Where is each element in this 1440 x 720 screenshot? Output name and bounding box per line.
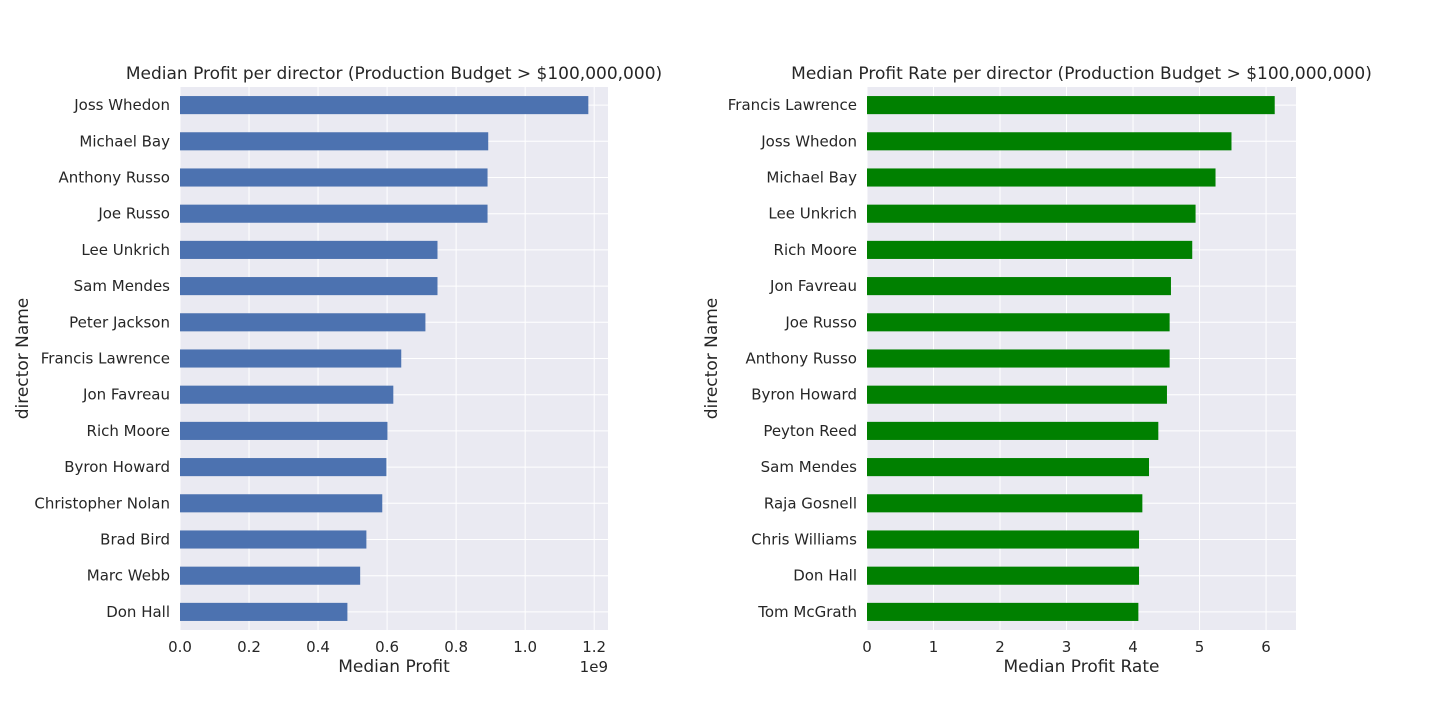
profit-y-tick-label: Brad Bird xyxy=(100,531,170,549)
profit-x-offset-label: 1e9 xyxy=(580,658,608,676)
profit-y-tick-label: Christopher Nolan xyxy=(34,494,170,512)
profit-bar xyxy=(180,385,394,404)
profit-rate-y-tick-label: Don Hall xyxy=(793,567,857,585)
profit-rate-bar xyxy=(867,494,1143,513)
profit-bar xyxy=(180,602,348,621)
profit-y-tick-labels: Don Hall Marc Webb Brad Bird Christopher No… xyxy=(34,96,170,621)
profit-bar xyxy=(180,96,589,115)
profit-bar xyxy=(180,530,367,549)
profit-rate-y-tick-label: Raja Gosnell xyxy=(764,494,857,512)
profit-y-tick-label: Peter Jackson xyxy=(69,313,170,331)
profit-y-tick-label: Joe Russo xyxy=(97,205,170,223)
profit-rate-x-tick-label: 0 xyxy=(862,638,872,656)
profit-rate-y-tick-label: Joss Whedon xyxy=(760,132,857,150)
profit-rate-y-tick-labels: Tom McGrath Don Hall Chris Williams Raja Go… xyxy=(728,96,857,621)
profit-rate-bar xyxy=(867,313,1170,332)
profit-rate-x-tick-labels: 0 1 2 3 4 5 6 xyxy=(862,638,1271,656)
profit-rate-x-tick-label: 1 xyxy=(929,638,939,656)
profit-rate-bar xyxy=(867,530,1140,549)
profit-rate-y-tick-label: Joe Russo xyxy=(784,313,857,331)
profit-x-tick-label: 1.2 xyxy=(582,638,606,656)
profit-rate-y-tick-label: Rich Moore xyxy=(774,241,857,259)
profit-rate-chart: Tom McGrath Don Hall Chris Williams Raja Go… xyxy=(702,64,1372,677)
profit-y-tick-label: Sam Mendes xyxy=(74,277,171,295)
profit-y-tick-label: Michael Bay xyxy=(79,132,170,150)
profit-bar xyxy=(180,277,438,296)
profit-rate-bar xyxy=(867,385,1167,404)
profit-rate-y-tick-label: Sam Mendes xyxy=(761,458,858,476)
profit-bar xyxy=(180,204,488,223)
profit-y-tick-label: Rich Moore xyxy=(87,422,170,440)
profit-y-tick-label: Jon Favreau xyxy=(82,386,170,404)
profit-y-tick-label: Lee Unkrich xyxy=(81,241,170,259)
profit-rate-y-tick-label: Michael Bay xyxy=(766,169,857,187)
profit-chart: Don Hall Marc Webb Brad Bird Christopher No… xyxy=(13,64,662,677)
profit-x-tick-label: 0.4 xyxy=(306,638,330,656)
profit-rate-bar xyxy=(867,602,1139,621)
profit-rate-x-axis-label: Median Profit Rate xyxy=(1004,657,1160,677)
profit-rate-y-tick-label: Francis Lawrence xyxy=(728,96,857,114)
profit-bar xyxy=(180,421,388,440)
profit-rate-bar xyxy=(867,204,1196,223)
profit-y-tick-label: Byron Howard xyxy=(64,458,170,476)
profit-rate-chart-title: Median Profit Rate per director (Product… xyxy=(791,64,1372,84)
profit-rate-y-tick-label: Peyton Reed xyxy=(763,422,857,440)
profit-bar xyxy=(180,168,488,187)
profit-rate-bar xyxy=(867,458,1150,477)
profit-rate-x-tick-label: 4 xyxy=(1128,638,1138,656)
profit-rate-y-tick-label: Tom McGrath xyxy=(757,603,857,621)
profit-x-tick-labels: 0.0 0.2 0.4 0.6 0.8 1.0 1.2 xyxy=(168,638,606,656)
profit-rate-bar xyxy=(867,566,1140,585)
profit-x-tick-label: 0.2 xyxy=(237,638,261,656)
profit-rate-x-tick-label: 2 xyxy=(995,638,1005,656)
profit-y-tick-label: Joss Whedon xyxy=(73,96,170,114)
profit-rate-x-tick-label: 5 xyxy=(1195,638,1205,656)
profit-rate-bar xyxy=(867,168,1216,187)
profit-rate-x-tick-label: 3 xyxy=(1062,638,1072,656)
profit-x-tick-label: 0.0 xyxy=(168,638,192,656)
profit-chart-title: Median Profit per director (Production B… xyxy=(126,64,662,84)
profit-rate-bar xyxy=(867,240,1193,259)
profit-rate-x-tick-label: 6 xyxy=(1261,638,1271,656)
profit-bar xyxy=(180,566,361,585)
profit-x-axis-label: Median Profit xyxy=(338,657,450,677)
profit-rate-y-tick-label: Anthony Russo xyxy=(745,350,857,368)
profit-rate-bar xyxy=(867,349,1170,368)
profit-bar xyxy=(180,313,426,332)
profit-rate-bar xyxy=(867,421,1159,440)
profit-rate-y-tick-label: Lee Unkrich xyxy=(768,205,857,223)
profit-bar xyxy=(180,458,387,477)
profit-rate-y-axis-label: director Name xyxy=(702,298,722,420)
profit-x-tick-label: 0.6 xyxy=(375,638,399,656)
profit-y-tick-label: Don Hall xyxy=(106,603,170,621)
profit-rate-bar xyxy=(867,132,1232,151)
profit-bar xyxy=(180,240,438,259)
profit-y-axis-label: director Name xyxy=(13,298,33,420)
profit-rate-y-tick-label: Byron Howard xyxy=(751,386,857,404)
profit-y-tick-label: Francis Lawrence xyxy=(41,350,170,368)
profit-rate-y-tick-label: Jon Favreau xyxy=(769,277,857,295)
profit-rate-bar xyxy=(867,277,1171,296)
profit-rate-bar xyxy=(867,96,1275,115)
profit-bars xyxy=(180,96,589,621)
profit-y-tick-label: Anthony Russo xyxy=(58,169,170,187)
profit-x-tick-label: 1.0 xyxy=(513,638,537,656)
profit-bar xyxy=(180,132,489,151)
profit-x-tick-label: 0.8 xyxy=(444,638,468,656)
profit-rate-y-tick-label: Chris Williams xyxy=(751,531,857,549)
profit-y-tick-label: Marc Webb xyxy=(87,567,170,585)
profit-rate-bars xyxy=(867,96,1275,621)
profit-bar xyxy=(180,349,402,368)
profit-bar xyxy=(180,494,383,513)
